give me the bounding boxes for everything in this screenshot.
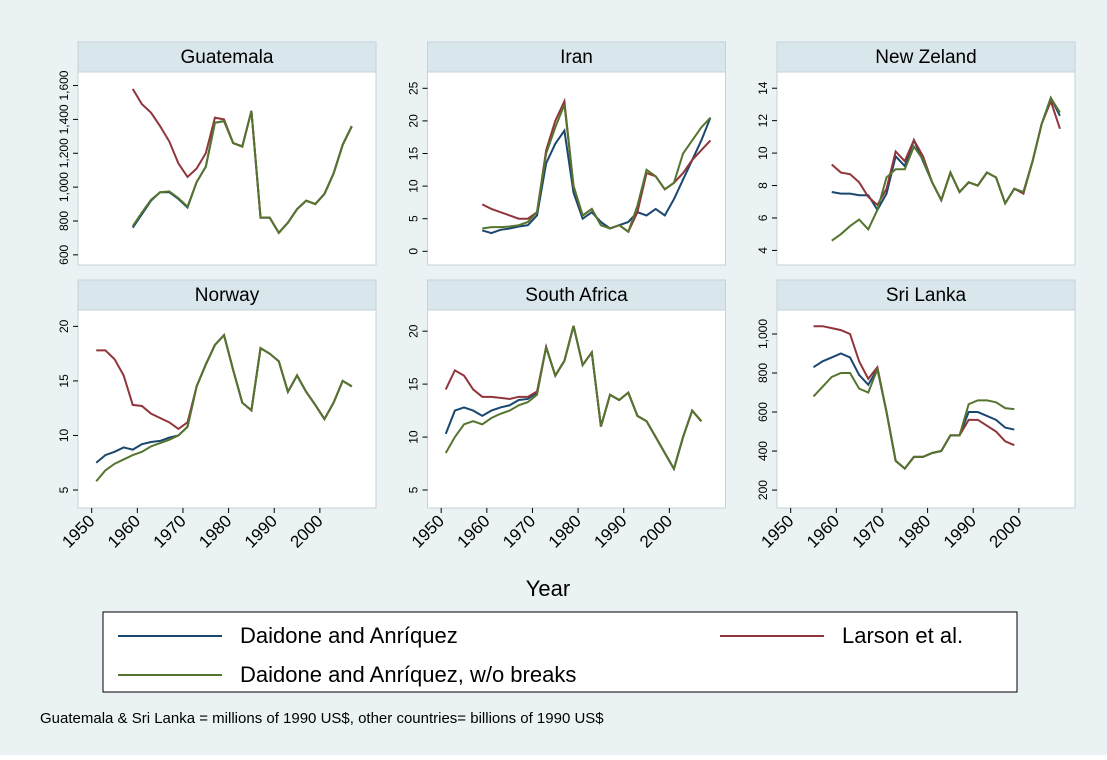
y-tick-label: 25: [407, 81, 421, 95]
y-tick-label: 1,200: [57, 138, 71, 168]
y-tick-label: 8: [756, 182, 770, 189]
panel-header: [77, 41, 377, 73]
y-tick-label: 5: [57, 486, 71, 493]
panel-title: Iran: [560, 47, 593, 68]
y-tick-label: 15: [57, 374, 71, 388]
plot-area: [77, 71, 377, 266]
series-line: [831, 95, 1061, 242]
y-tick-label: 1,000: [756, 319, 770, 349]
legend-label: Daidone and Anríquez: [240, 623, 458, 648]
y-tick-label: 1,000: [57, 172, 71, 202]
panel-header: [77, 279, 377, 311]
y-tick-label: 5: [407, 215, 421, 222]
y-tick-label: 20: [407, 324, 421, 338]
y-tick-label: 600: [57, 245, 71, 265]
panel-header: [776, 41, 1076, 73]
y-tick-label: 1,400: [57, 104, 71, 134]
series-line: [812, 365, 1015, 471]
series-line: [95, 333, 353, 482]
note: Guatemala & Sri Lanka = millions of 1990…: [40, 710, 604, 727]
series-line: [131, 110, 353, 235]
y-tick-label: 10: [57, 428, 71, 442]
y-tick-label: 5: [407, 486, 421, 493]
panel-header: [427, 41, 726, 73]
plot-area: [776, 309, 1076, 509]
y-tick-label: 20: [407, 114, 421, 128]
panel-header: [427, 279, 726, 311]
y-tick-label: 600: [756, 402, 770, 422]
y-tick-label: 10: [407, 179, 421, 193]
panel-title: New Zeland: [875, 47, 976, 68]
y-tick-label: 10: [756, 146, 770, 160]
panel-header: [776, 279, 1076, 311]
panel-title: Norway: [195, 285, 260, 306]
series-line: [444, 325, 703, 472]
legend-box: [102, 611, 1018, 693]
legend-label: Daidone and Anríquez, w/o breaks: [240, 662, 576, 687]
panel-title: Guatemala: [181, 47, 274, 68]
y-tick-label: 800: [57, 211, 71, 231]
y-tick-label: 4: [756, 247, 770, 254]
y-tick-label: 1,600: [57, 70, 71, 100]
series-line: [482, 104, 712, 234]
plot-area: [427, 71, 726, 266]
y-tick-label: 14: [756, 81, 770, 95]
plot-area: [77, 309, 377, 509]
panel-title: Sri Lanka: [886, 285, 967, 306]
y-tick-label: 0: [407, 248, 421, 255]
legend-label: Larson et al.: [842, 623, 963, 648]
panel-title: South Africa: [525, 285, 628, 306]
y-tick-label: 20: [57, 319, 71, 333]
y-tick-label: 10: [407, 430, 421, 444]
x-axis-title: Year: [526, 576, 570, 601]
y-tick-label: 6: [756, 214, 770, 221]
y-tick-label: 12: [756, 114, 770, 128]
y-tick-label: 800: [756, 363, 770, 383]
plot-area: [427, 309, 726, 509]
y-tick-label: 15: [407, 377, 421, 391]
y-tick-label: 15: [407, 147, 421, 161]
y-tick-label: 400: [756, 441, 770, 461]
y-tick-label: 200: [756, 480, 770, 500]
